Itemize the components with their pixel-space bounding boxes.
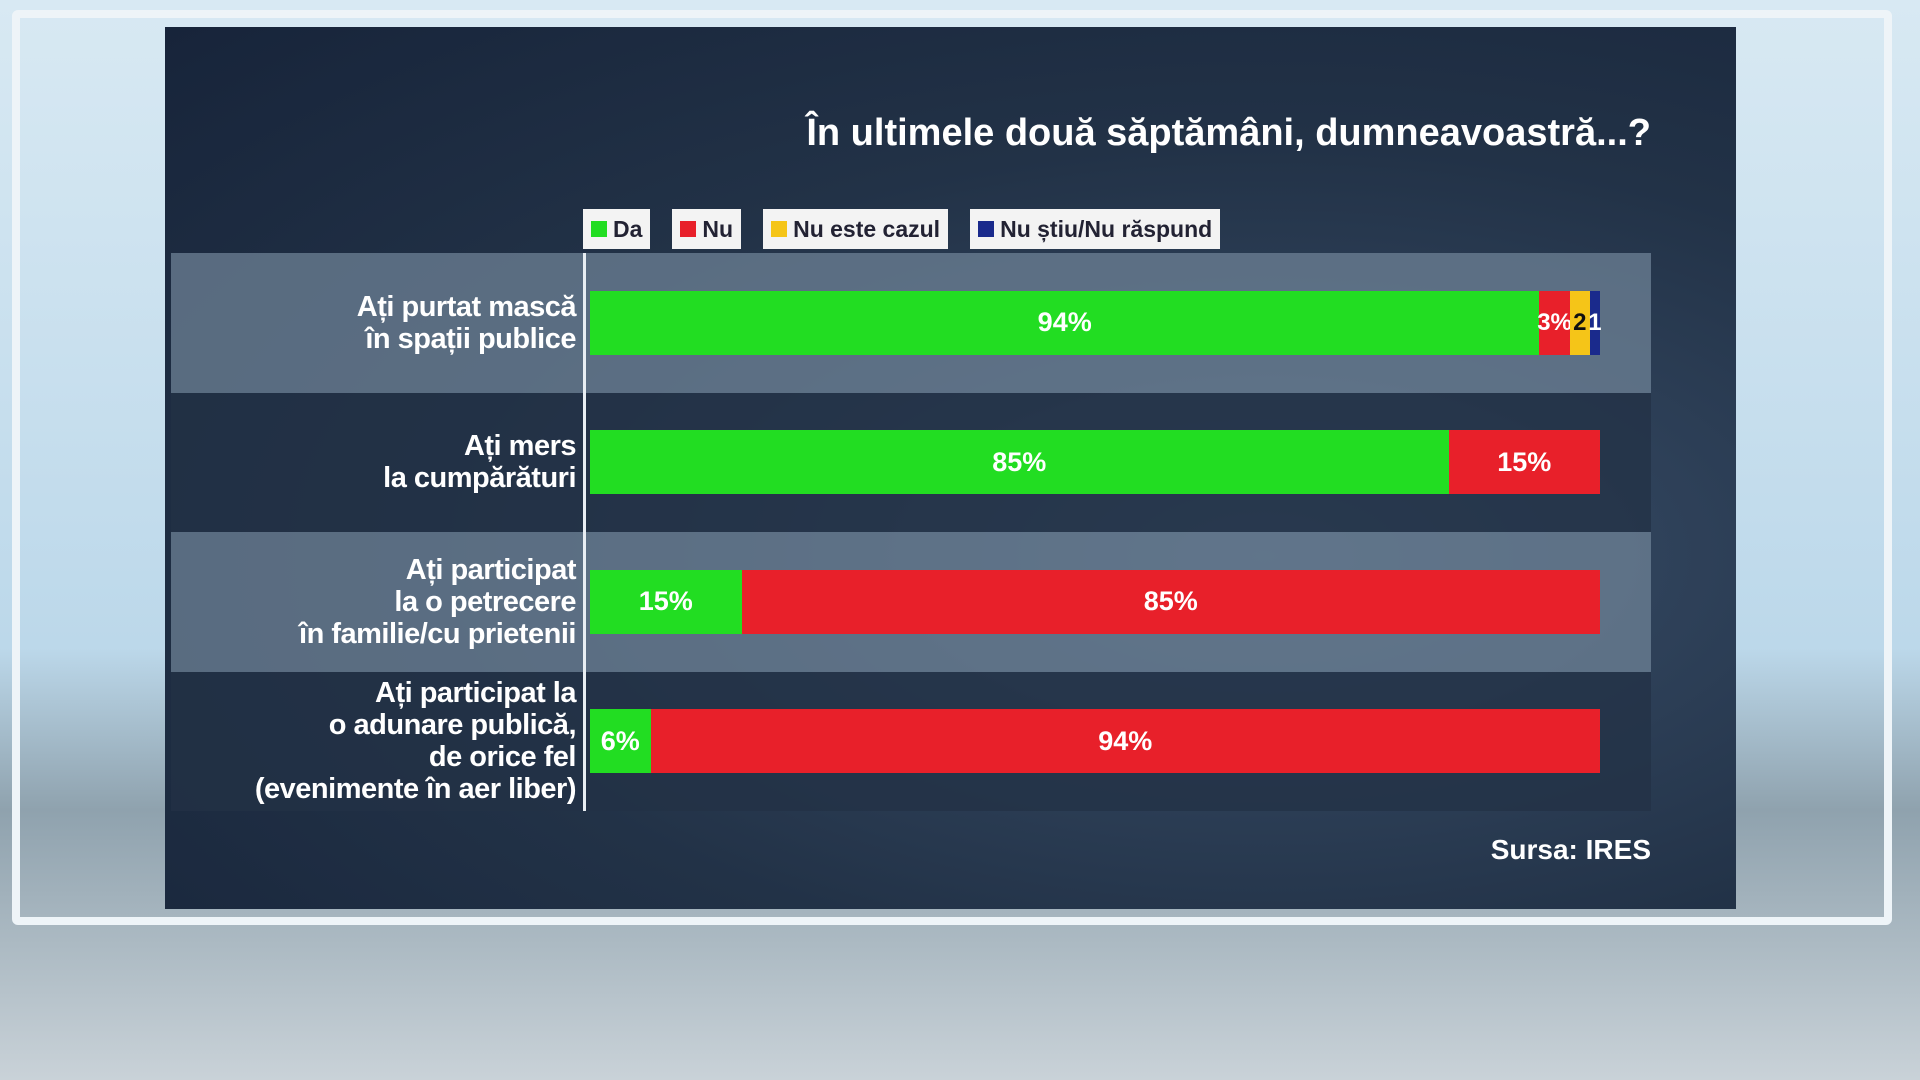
legend-swatch (978, 221, 995, 237)
chart-title: În ultimele două săptămâni, dumneavoastr… (806, 112, 1651, 154)
legend-label: Nu știu/Nu răspund (1000, 215, 1213, 242)
category-label: Ați mers la cumpărături (383, 430, 576, 495)
bar-segment: 15% (590, 569, 742, 634)
legend-swatch (680, 221, 697, 237)
data-label: 6% (600, 725, 640, 756)
legend: Da Nu Nu este cazul Nu știu/Nu răspund (583, 209, 1221, 249)
bar-segment: 15% (1448, 430, 1600, 495)
bar-segment: 2 (1569, 290, 1590, 355)
data-label: 85% (992, 446, 1047, 477)
frame (12, 10, 1892, 925)
data-label: 1 (1588, 308, 1602, 336)
bar-segment: 94% (590, 290, 1540, 355)
bar-segment: 6% (590, 709, 651, 774)
data-label: 85% (1143, 586, 1198, 617)
category-label: Ați participat la o petrecere în familie… (299, 553, 576, 650)
legend-item: Nu este cazul (763, 209, 949, 249)
axis-line (583, 253, 586, 811)
bar-segment: 85% (590, 430, 1449, 495)
legend-item: Nu (672, 209, 742, 249)
legend-swatch (771, 221, 788, 237)
bar-segment: 3% (1537, 290, 1572, 355)
data-label: 94% (1037, 307, 1092, 338)
bar-segment: 1 (1588, 290, 1602, 355)
data-label: 15% (638, 586, 693, 617)
data-label: 3% (1537, 308, 1572, 336)
bar-segment: 85% (741, 569, 1600, 634)
category-label: Ați purtat mască în spații publice (356, 290, 577, 355)
legend-swatch (591, 221, 607, 237)
source: Sursa: IRES (1490, 834, 1651, 865)
legend-label: Nu este cazul (793, 215, 941, 242)
legend-item: Nu știu/Nu răspund (970, 209, 1221, 249)
legend-label: Nu (702, 215, 734, 242)
legend-label: Da (613, 215, 643, 242)
legend-item: Da (583, 209, 651, 249)
data-label: 15% (1497, 446, 1552, 477)
bar-segment: 94% (650, 709, 1600, 774)
category-label: Ați participat la o adunare publică, de … (254, 677, 577, 806)
data-label: 2 (1573, 308, 1587, 336)
data-label: 94% (1098, 725, 1153, 756)
